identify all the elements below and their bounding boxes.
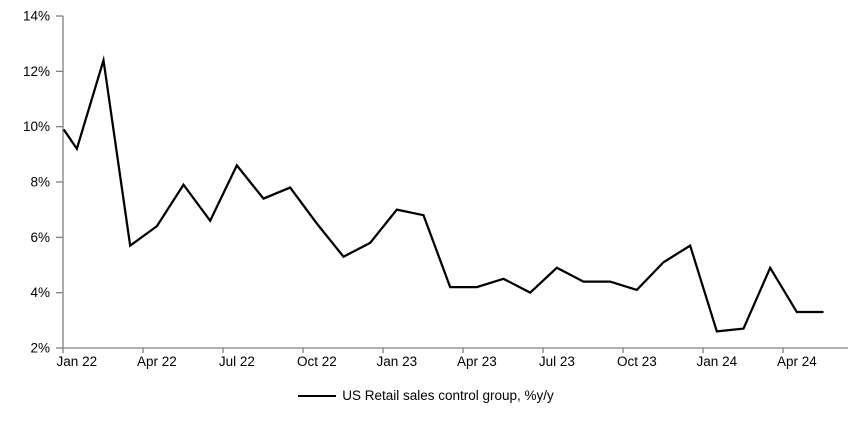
y-tick-label: 2% (30, 341, 50, 356)
y-tick-label: 4% (30, 285, 50, 300)
legend: US Retail sales control group, %y/y (0, 388, 852, 403)
legend-label: US Retail sales control group, %y/y (342, 388, 554, 403)
x-tick-label: Apr 24 (777, 354, 817, 369)
y-tick-label: 12% (23, 64, 50, 79)
x-tick-label: Jan 22 (57, 354, 98, 369)
x-tick-label: Oct 22 (297, 354, 337, 369)
x-tick-label: Apr 22 (137, 354, 177, 369)
y-tick-label: 10% (23, 119, 50, 134)
x-tick-label: Jan 24 (697, 354, 738, 369)
x-tick-label: Jul 23 (539, 354, 575, 369)
y-tick-label: 8% (30, 175, 50, 190)
y-tick-label: 6% (30, 230, 50, 245)
x-tick-label: Jan 23 (377, 354, 418, 369)
x-tick-label: Oct 23 (617, 354, 657, 369)
series-line-us-retail-control-group (62, 55, 824, 333)
y-tick-label: 14% (23, 9, 50, 24)
x-tick-label: Apr 23 (457, 354, 497, 369)
x-tick-label: Jul 22 (219, 354, 255, 369)
legend-line-swatch (298, 394, 337, 397)
